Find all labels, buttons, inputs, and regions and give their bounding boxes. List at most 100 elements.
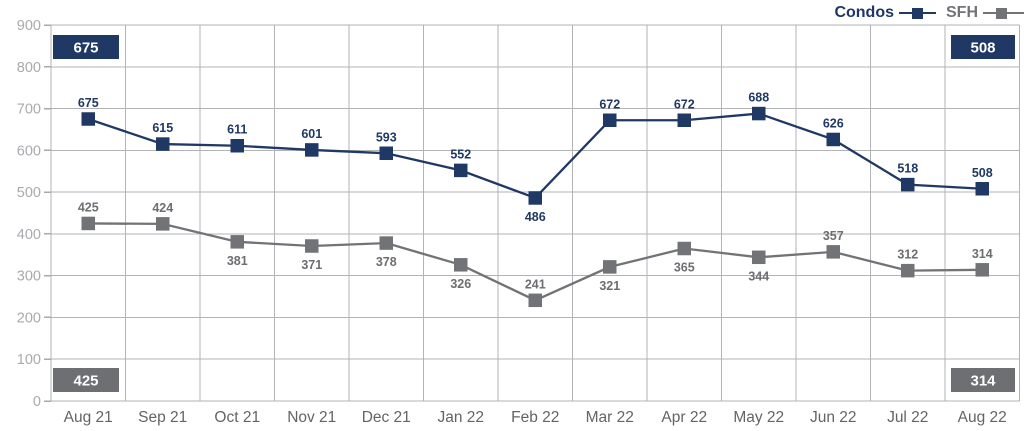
- series-condos: 675 615 611 601 593 552 486 672 672 688 626 518 508: [78, 91, 993, 224]
- data-point-marker: [81, 112, 95, 126]
- x-axis-tick-label: Aug 21: [64, 409, 113, 426]
- y-axis-tick-label: 100: [17, 352, 41, 368]
- x-axis-tick-label: Jul 22: [887, 409, 928, 426]
- badge-value: 425: [73, 373, 98, 390]
- x-axis-tick-label: Dec 21: [362, 409, 411, 426]
- y-axis-tick-label: 700: [17, 102, 41, 118]
- x-axis-tick-label: Aug 22: [958, 409, 1007, 426]
- badge-top-left: 675: [53, 35, 119, 59]
- badge-box: [53, 35, 119, 59]
- y-axis-tick-label: 800: [17, 60, 41, 76]
- legend-line-marker-condos: [899, 7, 936, 19]
- series-sfh: 425 424 381 371 378 326 241 321 365 344 357 312 314: [78, 200, 993, 308]
- data-point-marker: [826, 245, 840, 259]
- x-axis-tick-label: Apr 22: [661, 409, 707, 426]
- data-point-marker: [305, 143, 319, 157]
- data-point-marker: [156, 137, 170, 151]
- data-point-marker: [528, 293, 542, 308]
- legend-line-marker-sfh: [983, 7, 1024, 19]
- data-point-label: 486: [525, 210, 546, 224]
- data-point-label: 675: [78, 96, 99, 110]
- x-axis-tick-label: Sep 21: [138, 409, 187, 426]
- data-point-marker: [901, 177, 915, 192]
- legend-line-icon: [983, 11, 996, 15]
- data-point-label: 365: [674, 261, 695, 275]
- data-point-marker: [603, 113, 617, 128]
- x-axis-tick-label: Feb 22: [511, 409, 559, 426]
- series-line: [87, 112, 983, 200]
- data-point-label: 344: [748, 269, 769, 283]
- data-point-label: 672: [599, 97, 620, 111]
- data-point-label: 552: [450, 147, 471, 161]
- y-axis-tick-label: 300: [17, 269, 41, 285]
- legend-line-icon: [1007, 11, 1024, 15]
- data-point-label: 321: [599, 279, 620, 293]
- data-point-label: 371: [301, 258, 322, 272]
- data-point-label: 626: [823, 116, 844, 130]
- data-point-marker: [81, 216, 95, 231]
- data-point-label: 425: [78, 200, 99, 214]
- data-point-marker: [677, 113, 691, 128]
- y-axis-tick-label: 900: [17, 18, 41, 34]
- badge-top-right: 508: [951, 35, 1015, 59]
- data-point-label: 314: [972, 247, 993, 261]
- data-point-label: 518: [897, 162, 918, 176]
- badge-bottom-left: 425: [53, 368, 119, 392]
- x-axis-tick-label: Jan 22: [437, 409, 484, 426]
- data-point-label: 378: [376, 255, 397, 269]
- data-point-marker: [230, 235, 244, 249]
- data-point-label: 615: [152, 121, 173, 135]
- data-point-marker: [752, 106, 766, 121]
- data-point-label: 601: [301, 127, 322, 141]
- y-axis-tick-label: 200: [17, 310, 41, 326]
- data-point-marker: [752, 250, 766, 265]
- badge-value: 508: [970, 40, 995, 57]
- data-point-marker: [528, 191, 542, 205]
- data-point-marker: [454, 163, 468, 178]
- y-axis-tick-label: 500: [17, 185, 41, 201]
- badge-value: 314: [970, 373, 996, 390]
- legend-label-sfh: SFH: [946, 4, 978, 21]
- square-marker-icon: [912, 7, 923, 19]
- x-axis-tick-label: Oct 21: [214, 409, 260, 426]
- data-point-marker: [454, 258, 468, 272]
- data-point-marker: [156, 217, 170, 231]
- x-axis-tick-label: May 22: [733, 409, 784, 426]
- data-point-marker: [677, 241, 691, 256]
- data-point-label: 672: [674, 97, 695, 111]
- data-point-marker: [975, 263, 989, 277]
- data-point-label: 611: [227, 123, 247, 137]
- legend-item-condos: Condos: [834, 4, 936, 22]
- x-axis-tick-label: Mar 22: [586, 409, 634, 426]
- legend-item-sfh: SFH: [946, 4, 1024, 22]
- data-point-marker: [305, 239, 319, 253]
- y-axis-tick-label: 400: [17, 227, 41, 243]
- x-axis: Aug 21 Sep 21 Oct 21 Nov 21 Dec 21 Jan 22 Feb …: [64, 409, 1007, 426]
- data-point-marker: [603, 260, 617, 274]
- legend-line-icon: [899, 11, 912, 15]
- badge-bottom-right: 314: [951, 368, 1015, 392]
- badge-value: 675: [73, 40, 98, 57]
- data-point-marker: [975, 182, 989, 196]
- badge-box: [951, 368, 1015, 392]
- data-point-marker: [901, 263, 915, 278]
- data-point-marker: [379, 236, 393, 250]
- data-point-label: 326: [450, 277, 471, 291]
- y-axis: 0 100 200 300 400 500 600 700 800 900: [17, 18, 51, 410]
- data-point-marker: [230, 138, 244, 153]
- y-axis-tick-label: 0: [33, 394, 41, 410]
- x-axis-tick-label: Nov 21: [287, 409, 336, 426]
- data-point-label: 593: [376, 130, 397, 144]
- data-point-label: 357: [823, 229, 844, 243]
- data-point-marker: [826, 132, 840, 147]
- data-point-marker: [379, 146, 393, 161]
- data-point-label: 312: [897, 248, 918, 262]
- data-point-label: 688: [748, 91, 769, 105]
- legend-label-condos: Condos: [834, 4, 894, 21]
- badge-box: [53, 368, 119, 392]
- badge-box: [951, 35, 1015, 59]
- chart-legend: Condos SFH: [834, 4, 1024, 22]
- x-axis-tick-label: Jun 22: [810, 409, 857, 426]
